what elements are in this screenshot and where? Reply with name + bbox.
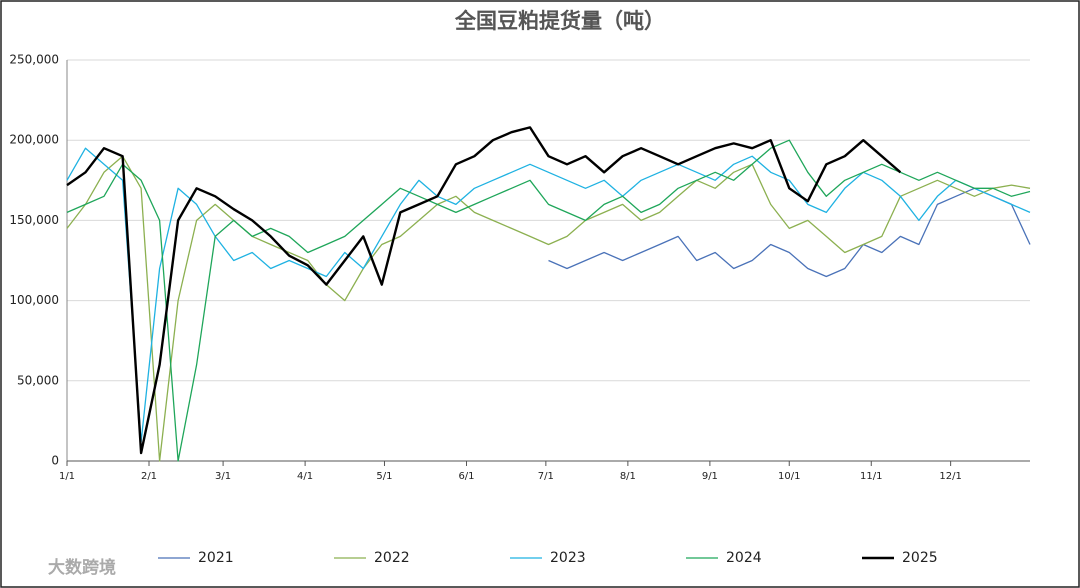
series-line (66, 139, 1031, 462)
x-tick-label: 12/1 (939, 471, 961, 482)
x-tick-label: 9/1 (702, 471, 718, 482)
x-tick-label: 4/1 (297, 471, 313, 482)
series-line (66, 147, 1031, 443)
x-tick-label: 7/1 (538, 471, 554, 482)
y-tick-label: 100,000 (9, 293, 59, 307)
chart-title: 全国豆粕提货量（吨） (454, 9, 665, 33)
y-tick-label: 200,000 (9, 133, 59, 147)
y-tick-label: 0 (51, 454, 59, 468)
x-tick-label: 2/1 (141, 471, 157, 482)
series-line (66, 155, 1031, 462)
y-tick-label: 250,000 (9, 53, 59, 67)
x-tick-label: 1/1 (59, 471, 75, 482)
legend-label: 2025 (902, 550, 938, 566)
brand: 大数跨境 (48, 557, 116, 578)
series-line (66, 126, 902, 455)
legend-label: 2024 (726, 550, 762, 566)
x-tick-label: 10/1 (778, 471, 800, 482)
x-tick-label: 8/1 (620, 471, 636, 482)
series-line (548, 187, 1031, 278)
legend-label: 2023 (550, 550, 586, 566)
x-tick-label: 5/1 (376, 471, 392, 482)
legend-label: 2021 (198, 550, 234, 566)
legend-label: 2022 (374, 550, 410, 566)
x-tick-label: 6/1 (458, 471, 474, 482)
y-tick-label: 150,000 (9, 213, 59, 227)
x-tick-label: 11/1 (860, 471, 882, 482)
x-tick-label: 3/1 (215, 471, 231, 482)
y-tick-label: 50,000 (17, 373, 59, 387)
